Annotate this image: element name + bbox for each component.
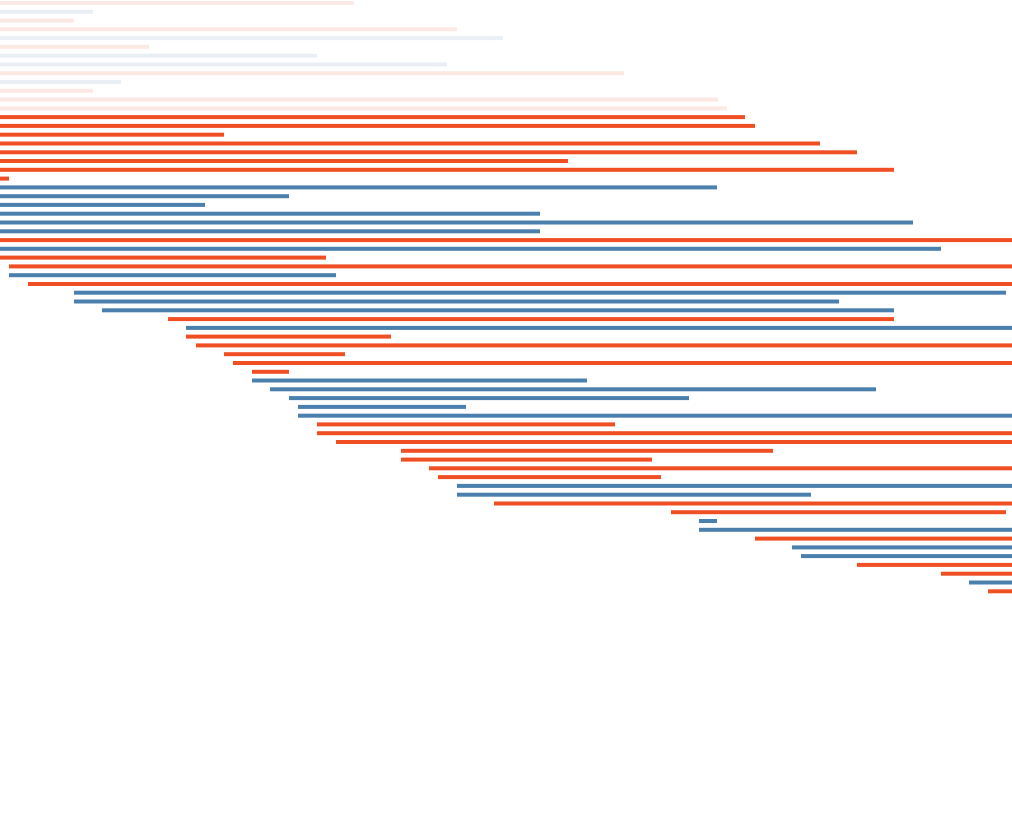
timeline-segment-blue	[9, 273, 336, 278]
timeline-segment-blue	[0, 202, 205, 207]
timeline-segment-orange	[317, 422, 615, 427]
timeline-segment-blue	[298, 413, 1012, 418]
timeline-segment-orange	[0, 176, 9, 181]
timeline-segment-orange	[28, 282, 1012, 286]
timeline-segment-orange	[857, 562, 1012, 567]
timeline-segment-orange-faded	[0, 106, 727, 111]
timeline-segment-orange	[233, 361, 1012, 365]
timeline-segment-orange	[196, 343, 1012, 348]
timeline-segment-orange	[0, 115, 745, 120]
timeline-segment-orange	[429, 466, 1012, 471]
timeline-segment-orange	[494, 501, 1012, 506]
timeline-segment-orange	[941, 571, 1012, 576]
timeline-segment-blue	[457, 492, 811, 497]
timeline-segment-orange-faded	[0, 97, 718, 102]
timeline-segment-blue	[969, 580, 1012, 585]
timeline-segment-orange	[317, 431, 1012, 436]
timeline-segment-blue	[699, 519, 717, 523]
timeline-segment-blue	[801, 554, 1012, 559]
timeline-segment-orange	[0, 238, 1012, 243]
timeline-segment-orange	[0, 159, 568, 163]
timeline-segment-blue	[0, 246, 941, 251]
timeline-segment-blue-faded	[0, 9, 93, 14]
timeline-segment-orange	[401, 448, 773, 453]
timeline-segment-orange	[988, 589, 1012, 594]
segments-layer	[0, 1, 1012, 594]
timeline-segment-orange	[252, 369, 289, 374]
timeline-segment-blue	[457, 483, 1012, 488]
timeline-segment-blue-faded	[0, 36, 503, 41]
timeline-segment-orange	[438, 475, 661, 480]
timeline-segment-orange	[336, 440, 1012, 444]
timeline-segment-blue-faded	[0, 53, 317, 58]
timeline-segment-blue	[0, 211, 540, 216]
timeline-segment-orange-faded	[0, 1, 354, 5]
timeline-segment-blue	[0, 185, 717, 190]
timeline-segment-orange	[401, 457, 652, 462]
timeline-segment-blue	[699, 527, 1012, 532]
timeline-segment-orange	[0, 141, 820, 146]
timeline-segment-blue	[0, 220, 913, 225]
timeline-segment-orange	[186, 334, 391, 339]
timeline-segment-orange	[9, 264, 1012, 269]
timeline-segment-blue	[74, 290, 1006, 295]
timeline-segment-orange	[224, 352, 345, 357]
timeline-segment-orange	[0, 132, 224, 137]
timeline-segment-orange	[755, 536, 1012, 541]
timeline-segment-blue	[102, 308, 894, 313]
timeline-segment-blue	[270, 387, 876, 392]
timeline-segment-blue	[0, 229, 540, 234]
timeline-segment-orange-faded	[0, 27, 457, 32]
timeline-segment-blue	[186, 325, 1012, 330]
timeline-segment-blue	[74, 299, 839, 304]
timeline-segment-orange-faded	[0, 44, 149, 49]
timeline-segment-orange	[0, 150, 857, 155]
timeline-segment-orange	[671, 510, 1006, 515]
timeline-segment-orange	[0, 255, 326, 260]
timeline-segment-orange	[168, 317, 894, 322]
timeline-segment-blue	[792, 545, 1012, 550]
timeline-segment-blue-faded	[0, 80, 121, 84]
timeline-segment-blue-faded	[0, 62, 447, 67]
timeline-segment-orange-faded	[0, 71, 624, 76]
timeline-segment-orange	[0, 123, 755, 128]
timeline-segment-orange	[0, 167, 894, 172]
timeline-segment-blue	[298, 404, 466, 409]
timeline-segment-blue	[252, 378, 587, 383]
timeline-segment-blue	[289, 396, 689, 401]
timeline-segment-blue	[0, 194, 289, 199]
timeline-segment-orange-faded	[0, 88, 93, 93]
timeline-segment-orange-faded	[0, 18, 74, 23]
